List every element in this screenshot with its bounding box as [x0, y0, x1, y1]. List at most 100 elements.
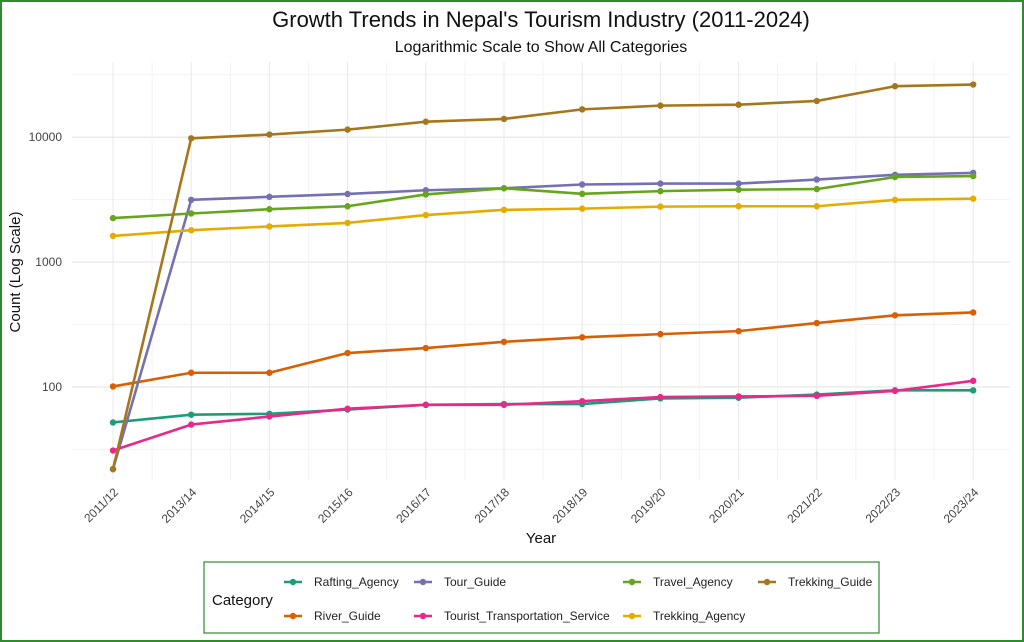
x-tick-label: 2015/16 — [315, 485, 356, 526]
legend-swatch-point — [419, 578, 427, 586]
legend-item-travel-agency: Travel_Agency — [623, 575, 733, 589]
legend-items: Rafting_Agency River_Guide Tour_Guide Touri… — [284, 575, 873, 623]
data-point — [344, 349, 351, 357]
data-point — [657, 102, 664, 109]
legend-swatch-point — [289, 578, 297, 586]
y-tick-label: 100 — [42, 380, 62, 394]
data-point — [344, 203, 351, 210]
data-point — [579, 106, 586, 113]
legend-label: Travel_Agency — [653, 575, 733, 589]
data-point — [422, 401, 429, 409]
data-point — [109, 465, 117, 473]
data-point — [500, 401, 508, 409]
data-point — [891, 173, 899, 181]
series-layer — [109, 81, 977, 473]
legend-box — [203, 561, 880, 634]
data-point — [657, 393, 664, 401]
data-point — [266, 223, 273, 230]
chart-title: Growth Trends in Nepal's Tourism Industr… — [272, 7, 810, 32]
x-tick-label: 2011/12 — [81, 485, 121, 525]
data-point — [891, 387, 899, 395]
legend-label: Trekking_Agency — [653, 609, 745, 623]
legend-label: Trekking_Guide — [788, 575, 873, 589]
series-line — [112, 311, 974, 388]
data-point — [735, 101, 742, 108]
legend-swatch-point — [289, 612, 297, 620]
series-trekking-agency — [109, 195, 977, 240]
legend-item-rafting-agency: Rafting_Agency — [284, 575, 399, 589]
data-point — [813, 176, 820, 183]
data-point — [188, 196, 195, 204]
data-point — [891, 312, 899, 319]
data-point — [266, 206, 273, 213]
data-point — [970, 387, 977, 394]
data-point — [891, 83, 899, 90]
legend-label: Tour_Guide — [444, 575, 506, 589]
legend-label: Rafting_Agency — [314, 575, 399, 589]
data-point — [266, 131, 273, 138]
x-tick-label: 2021/22 — [784, 485, 825, 526]
data-point — [344, 405, 351, 412]
data-point — [579, 190, 586, 198]
data-point — [422, 191, 429, 198]
x-axis-ticks: 2011/12 2013/14 2014/15 2015/16 2016/17 2017/… — [81, 485, 981, 526]
legend-swatch-point — [628, 578, 636, 586]
series-line — [112, 379, 974, 452]
data-point — [266, 413, 273, 420]
data-point — [735, 327, 742, 335]
legend-swatch-point — [419, 612, 427, 620]
data-point — [813, 97, 820, 105]
legend-label: River_Guide — [314, 609, 381, 623]
legend-item-river-guide: River_Guide — [284, 609, 381, 623]
x-tick-label: 2017/18 — [472, 485, 513, 526]
data-point — [109, 419, 117, 426]
data-point — [422, 118, 429, 125]
series-line — [112, 174, 974, 220]
data-point — [344, 190, 351, 198]
data-point — [970, 172, 977, 180]
x-tick-label: 2018/19 — [550, 485, 591, 526]
series-tour-guide — [109, 169, 977, 473]
data-point — [579, 205, 586, 212]
x-tick-label: 2019/20 — [628, 485, 669, 526]
data-point — [813, 185, 820, 193]
grid-lines — [72, 62, 1010, 480]
data-point — [109, 447, 117, 454]
data-point — [109, 383, 117, 390]
data-point — [579, 334, 586, 341]
y-tick-label: 10000 — [29, 130, 63, 144]
legend-item-tourist-transportation-service: Tourist_Transportation_Service — [414, 609, 610, 623]
data-point — [657, 330, 664, 338]
x-tick-label: 2016/17 — [393, 485, 434, 526]
data-point — [657, 203, 664, 210]
legend-item-trekking-guide: Trekking_Guide — [758, 575, 873, 589]
data-point — [500, 115, 508, 123]
x-tick-label: 2022/23 — [863, 485, 904, 526]
data-point — [188, 210, 195, 217]
data-point — [266, 193, 273, 201]
data-point — [422, 211, 429, 219]
data-point — [109, 232, 117, 240]
data-point — [344, 219, 351, 227]
data-point — [735, 203, 742, 210]
data-point — [422, 344, 429, 352]
data-point — [735, 393, 742, 400]
data-point — [188, 411, 195, 418]
data-point — [970, 195, 977, 202]
data-point — [500, 338, 508, 346]
data-point — [735, 180, 742, 187]
data-point — [500, 185, 508, 192]
data-point — [813, 392, 820, 400]
data-point — [891, 196, 899, 204]
data-point — [579, 181, 586, 188]
x-axis-title: Year — [526, 530, 556, 547]
data-point — [500, 206, 508, 214]
data-point — [188, 135, 195, 142]
legend-title: Category — [212, 592, 273, 609]
data-point — [188, 227, 195, 234]
series-line — [112, 197, 974, 238]
legend-item-trekking-agency: Trekking_Agency — [623, 609, 745, 623]
x-tick-label: 2023/24 — [941, 485, 982, 526]
